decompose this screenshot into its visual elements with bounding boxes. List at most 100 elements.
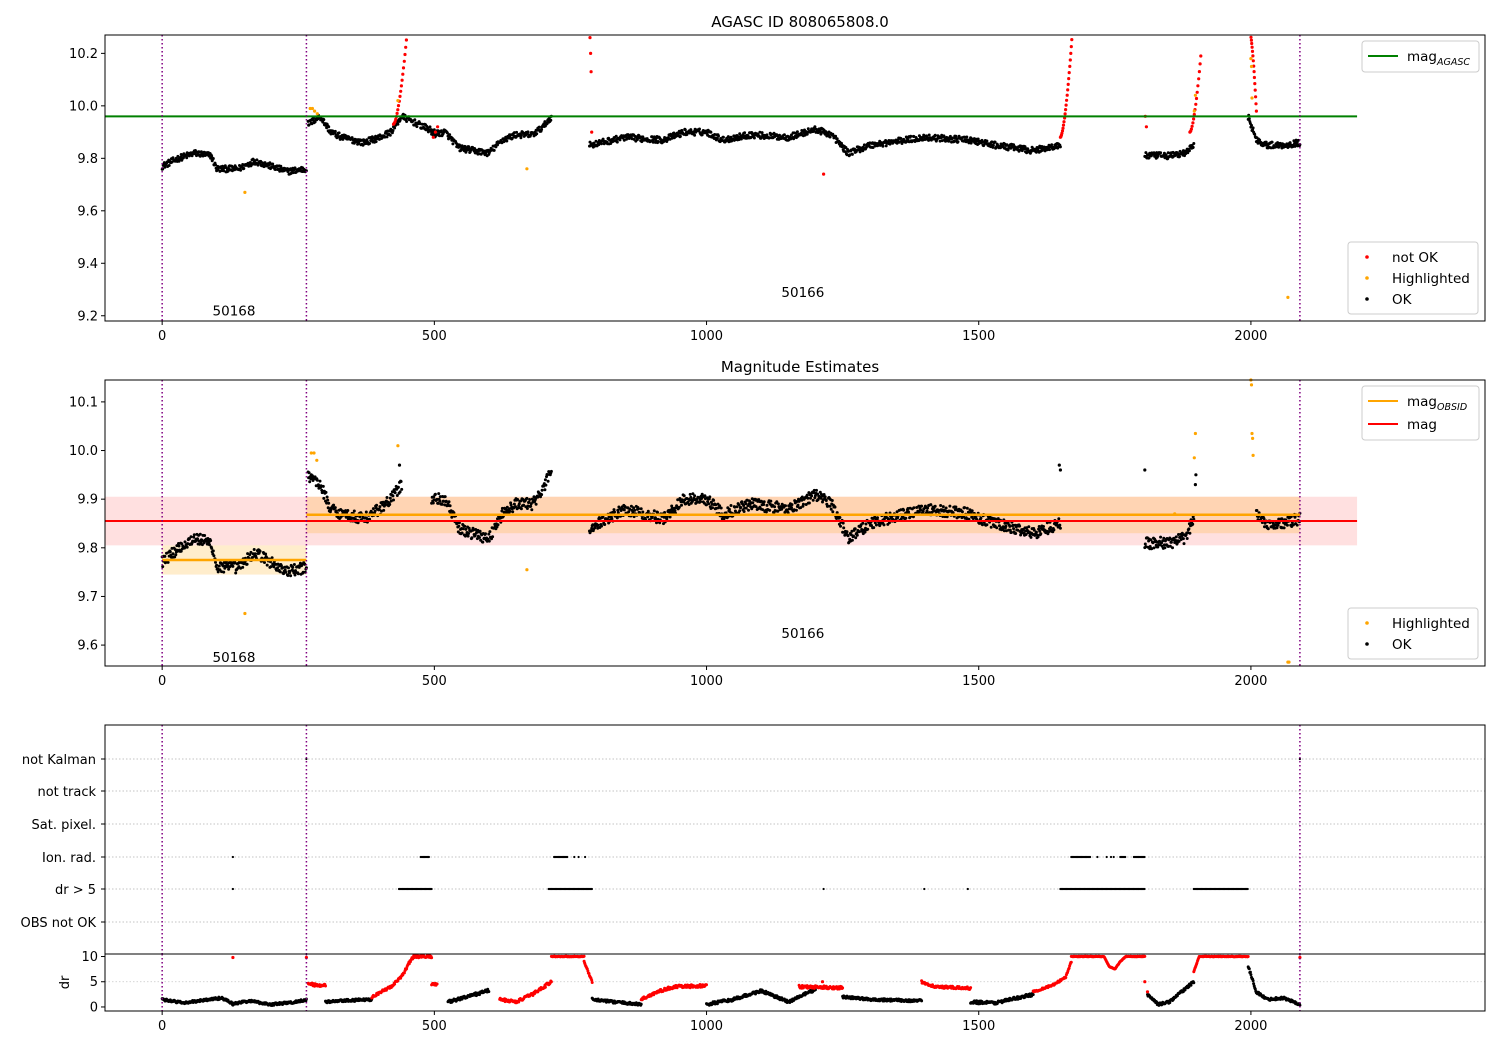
flag-point — [1105, 855, 1108, 859]
ok-point — [519, 507, 523, 511]
flag-category-label: Ion. rad. — [42, 851, 96, 866]
ok-point — [743, 131, 747, 135]
flag-category-label: dr > 5 — [55, 883, 96, 898]
not-ok-point — [1068, 64, 1072, 68]
ok-point — [737, 503, 741, 507]
not-ok-point — [1250, 45, 1254, 49]
ok-point — [1181, 537, 1185, 541]
ok-point — [415, 125, 419, 129]
y-tick-label: 10.2 — [69, 47, 98, 62]
ok-point — [526, 130, 530, 134]
ok-point — [963, 135, 967, 139]
flag-point — [231, 887, 234, 891]
ok-point — [212, 554, 216, 558]
not-ok-point — [1192, 117, 1196, 121]
ok-point — [1178, 155, 1182, 158]
ok-point — [324, 490, 328, 494]
ok-point — [326, 498, 330, 502]
ok-point — [473, 534, 477, 538]
x-tick-label: 0 — [158, 674, 166, 689]
ok-point — [291, 565, 295, 569]
highlighted-point — [1192, 456, 1196, 460]
ok-point — [784, 504, 787, 508]
not-ok-point — [401, 66, 406, 70]
ok-point — [307, 123, 311, 127]
ok-point — [368, 142, 372, 145]
ok-point — [420, 122, 424, 126]
ok-point — [271, 162, 275, 166]
y-tick-label: 10.1 — [69, 395, 98, 410]
ok-point — [811, 498, 815, 502]
ok-point — [517, 502, 521, 506]
ok-point — [436, 501, 440, 505]
ok-point — [738, 509, 742, 513]
ok-point — [991, 143, 995, 147]
not-ok-point — [430, 956, 434, 960]
ok-point — [1057, 517, 1061, 521]
ok-point — [854, 536, 858, 540]
ok-point — [478, 536, 481, 539]
ok-point — [433, 492, 437, 496]
ok-point — [179, 549, 183, 553]
legend-box — [1361, 40, 1480, 73]
highlighted-point — [243, 190, 247, 194]
not-ok-point — [1066, 82, 1070, 86]
x-tick-label: 1500 — [962, 674, 995, 689]
ok-point — [1004, 524, 1008, 528]
ok-point — [876, 516, 879, 520]
ok-point — [171, 552, 175, 556]
ok-point — [855, 533, 859, 537]
flag-point — [590, 887, 594, 891]
ok-point — [1012, 527, 1016, 531]
panel-title: Magnitude Estimates — [721, 358, 879, 376]
ok-point — [368, 517, 372, 521]
ok-point — [829, 507, 833, 511]
ok-point — [242, 167, 246, 170]
ok-point — [208, 543, 211, 547]
ok-point — [487, 532, 491, 536]
ok-point — [757, 134, 761, 138]
ok-point — [445, 131, 449, 135]
ok-point — [308, 480, 312, 484]
not-ok-point — [1060, 131, 1064, 135]
ok-point — [322, 496, 326, 500]
not-ok-point — [1250, 49, 1255, 54]
ok-point — [708, 495, 712, 499]
not-ok-point — [1195, 90, 1199, 94]
ok-point — [525, 507, 529, 510]
legend-label-main: mag — [1407, 417, 1437, 433]
ok-point — [357, 142, 361, 145]
ok-point — [377, 507, 381, 511]
ok-point — [258, 549, 262, 553]
ok-point — [1294, 138, 1298, 142]
ok-point — [448, 133, 452, 137]
not-ok-point — [1067, 77, 1071, 81]
not-ok-point — [1249, 35, 1253, 39]
ok-point — [210, 154, 214, 158]
legend-point-swatch — [1365, 621, 1369, 625]
not-ok-point — [1254, 102, 1258, 106]
ok-point — [375, 503, 379, 507]
flag-point — [430, 887, 433, 891]
ok-point — [192, 533, 196, 537]
ok-point — [467, 526, 471, 530]
ok-point — [325, 495, 329, 499]
ok-point — [478, 529, 482, 533]
ok-point — [544, 483, 548, 487]
not-ok-point — [1191, 121, 1195, 125]
not-ok-point — [1249, 38, 1253, 42]
ok-point — [1191, 522, 1195, 526]
not-ok-point — [1194, 96, 1199, 101]
ok-point — [514, 505, 517, 509]
ok-point — [321, 484, 325, 488]
not-ok-point — [543, 985, 547, 989]
ok-point — [999, 146, 1002, 150]
not-ok-point — [1192, 112, 1196, 117]
y-tick-label: 9.9 — [77, 493, 98, 508]
ok-point — [391, 129, 395, 133]
ok-point — [185, 156, 189, 160]
ok-point — [197, 150, 201, 154]
not-ok-point — [1065, 98, 1069, 102]
legend-label: magAGASC — [1407, 49, 1470, 68]
